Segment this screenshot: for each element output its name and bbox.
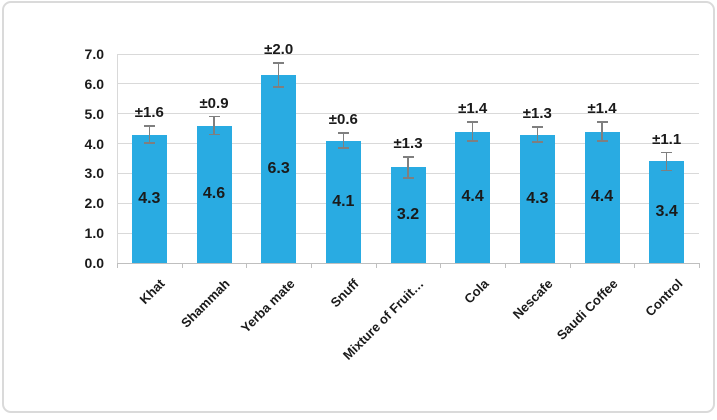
x-axis-tick [440,263,442,268]
x-axis-tick [699,263,700,268]
error-value-label: ±1.4 [587,100,617,118]
error-bar-cap-bottom [596,140,608,142]
y-axis-tick-label: 3.0 [84,165,104,182]
error-bar-cap-bottom [273,86,285,88]
error-bar-line [471,122,474,142]
error-value-label: ±1.3 [393,135,423,152]
error-value-label: ±1.3 [522,105,552,123]
y-axis-tick-label: 0.0 [84,255,104,271]
x-axis-category-label: Saudi Coffee [553,276,621,343]
error-bar-cap-bottom [402,177,414,179]
bar [649,161,685,263]
bar-value-label: 4.3 [138,189,161,207]
error-value-label: ±1.4 [458,100,488,118]
y-axis-tick-label: 2.0 [84,195,104,212]
x-axis-tick [246,263,248,268]
bar [390,167,426,263]
bar [196,125,232,263]
bar-value-label: 3.2 [396,206,420,224]
error-bar-line [213,116,215,135]
error-value-label: ±1.6 [134,104,164,122]
bar-value-label: 6.3 [267,159,290,177]
gridline [117,113,699,115]
error-bar-line [277,62,280,87]
error-value-label: ±2.0 [264,40,294,58]
x-axis-category-label: Yerba mate [237,276,298,336]
error-bar-cap-bottom [661,169,673,172]
error-bar-cap-top [337,132,349,134]
y-axis-tick-label: 5.0 [84,105,104,122]
bar [131,134,167,263]
error-bar-line [536,127,539,143]
gridline [117,143,699,145]
error-bar-cap-top [467,121,479,123]
x-axis-category-label: Shammah [178,276,233,331]
error-bar-line [601,122,603,142]
bar-value-label: 4.4 [590,188,614,206]
x-axis-tick [569,263,571,268]
x-axis-tick [117,263,118,268]
x-axis-category-label: Control [641,276,686,320]
x-axis-line [117,263,700,264]
y-axis-tick-label: 4.0 [84,135,104,152]
bar-value-label: 3.4 [655,203,678,221]
error-bar-cap-bottom [208,133,220,136]
error-bar-cap-top [661,151,673,154]
error-bar-cap-bottom [337,147,349,149]
error-bar-cap-top [402,156,414,158]
y-axis-tick-label: 6.0 [84,75,104,92]
error-bar-line [342,133,345,149]
bar [455,131,491,263]
bar-value-label: 4.4 [461,188,484,206]
bar [325,140,361,263]
bar-value-label: 4.1 [332,192,355,210]
bar-chart: 0.0 1.0 2.0 3.0 4.0 5.0 6.0 7.0 4.3 ±1.6 Khat 4.6 ±0… [4,3,713,411]
bar [519,134,555,263]
error-value-label: ±1.1 [652,130,682,148]
error-bar-cap-bottom [531,141,543,143]
error-bar-cap-top [208,115,220,118]
y-axis-tick-label: 1.0 [84,225,104,242]
error-bar-line [148,126,151,143]
y-axis-tick-label: 7.0 [84,46,104,62]
error-bar-line [407,157,409,178]
x-axis-tick [634,263,636,268]
bar [584,131,620,263]
error-bar-line [665,152,668,171]
x-axis-tick [181,263,183,268]
x-axis-category-label: Khat [136,276,168,308]
error-bar-cap-top [273,62,285,64]
chart-card: 0.0 1.0 2.0 3.0 4.0 5.0 6.0 7.0 4.3 ±1.6 Khat 4.6 ±0… [2,1,715,413]
x-axis-category-label: Nescafe [510,276,556,322]
gridline [117,53,699,55]
x-axis-tick [505,263,506,268]
error-bar-cap-top [531,126,543,128]
x-axis-tick [311,263,312,268]
x-axis-category-label: Mixture of Fruit… [339,276,427,363]
error-value-label: ±0.6 [328,111,358,129]
error-bar-cap-bottom [467,140,479,142]
x-axis-category-label: Snuff [327,276,362,311]
error-bar-cap-top [143,125,155,128]
x-axis-tick [375,263,377,268]
gridline [117,83,699,85]
error-bar-cap-bottom [143,142,155,144]
bar-value-label: 4.6 [202,185,226,203]
error-bar-cap-top [596,121,608,123]
x-axis-category-label: Cola [460,276,492,307]
error-value-label: ±0.9 [199,94,229,112]
bar [261,74,297,263]
y-axis-line [117,54,118,263]
bar-value-label: 4.3 [526,189,549,207]
